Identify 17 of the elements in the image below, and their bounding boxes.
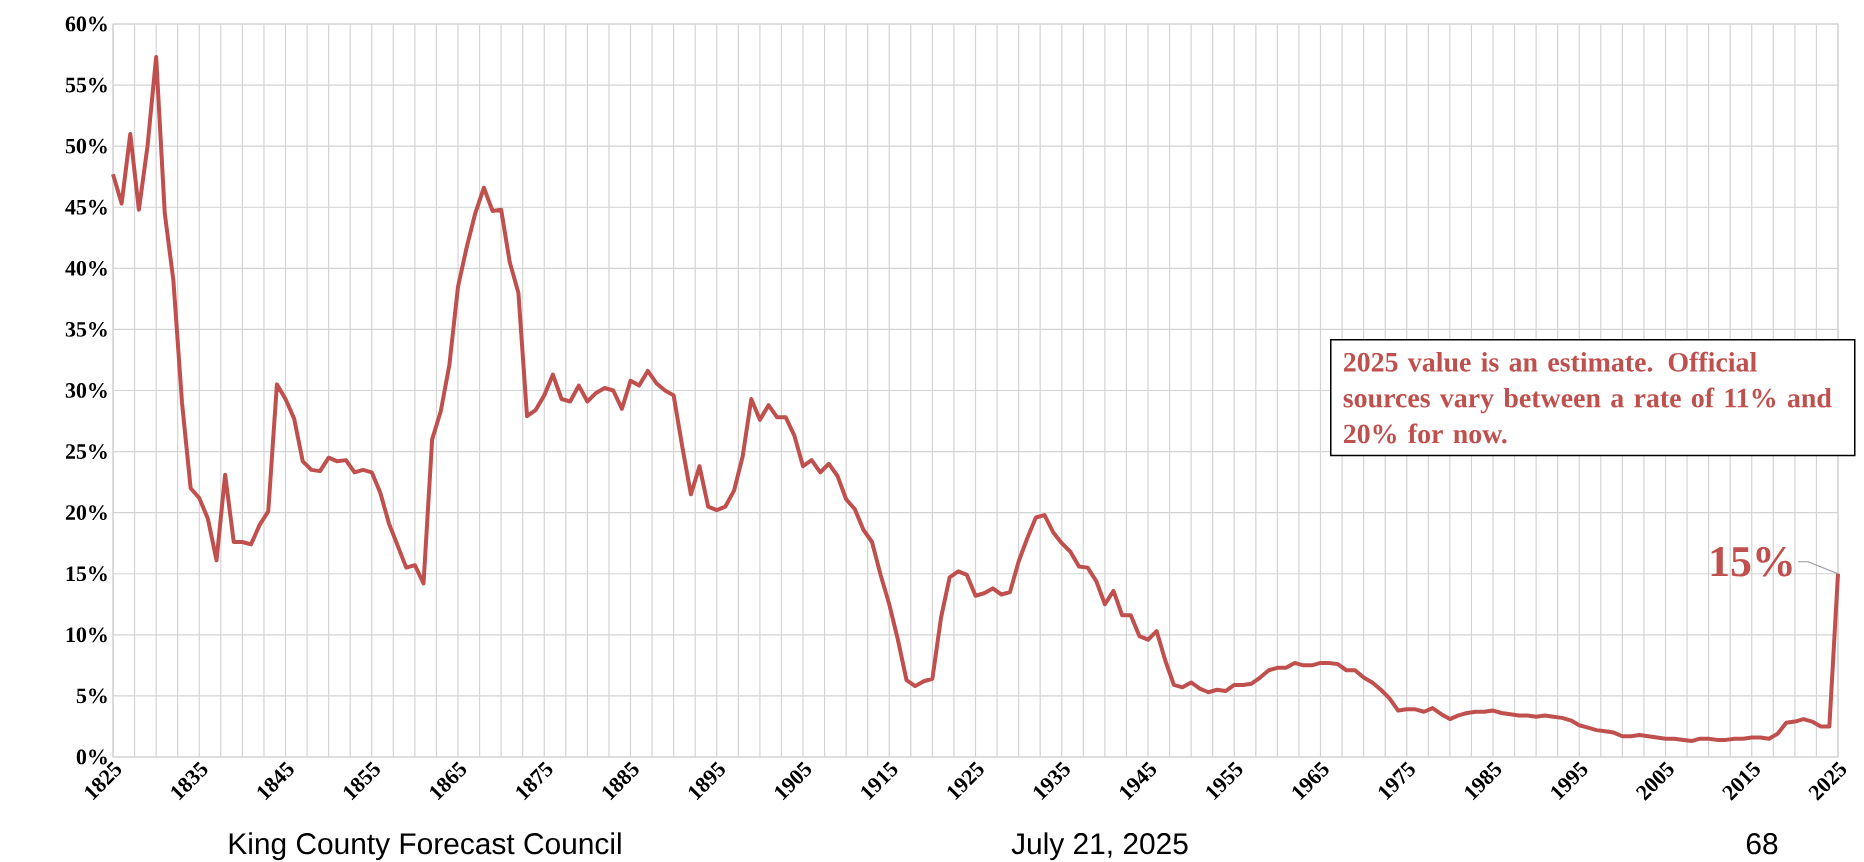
y-tick-label: 20% <box>65 505 107 521</box>
y-tick-label: 60% <box>65 16 107 32</box>
text: King County Forecast Council <box>229 832 621 861</box>
y-tick-label: 5% <box>76 688 107 704</box>
y-tick-label: 25% <box>65 444 107 459</box>
y-tick-label: 15% <box>66 566 107 582</box>
y-tick-label: 50% <box>65 138 107 154</box>
text: July 21, 2025 <box>1011 832 1188 861</box>
y-tick-label: 35% <box>65 321 107 337</box>
y-tick-label: 30% <box>65 383 107 398</box>
text: 68 <box>1746 833 1778 855</box>
annotation: 2025 value is an estimate. Official sources vary between a rate of 11% and 20% for now. <box>1343 351 1832 444</box>
y-tick-label: 40% <box>65 260 107 276</box>
y-tick-label: 45% <box>65 199 107 215</box>
annotation: 15% <box>1711 546 1792 577</box>
y-tick-label: 10% <box>66 627 107 643</box>
y-tick-label: 55% <box>65 77 107 93</box>
